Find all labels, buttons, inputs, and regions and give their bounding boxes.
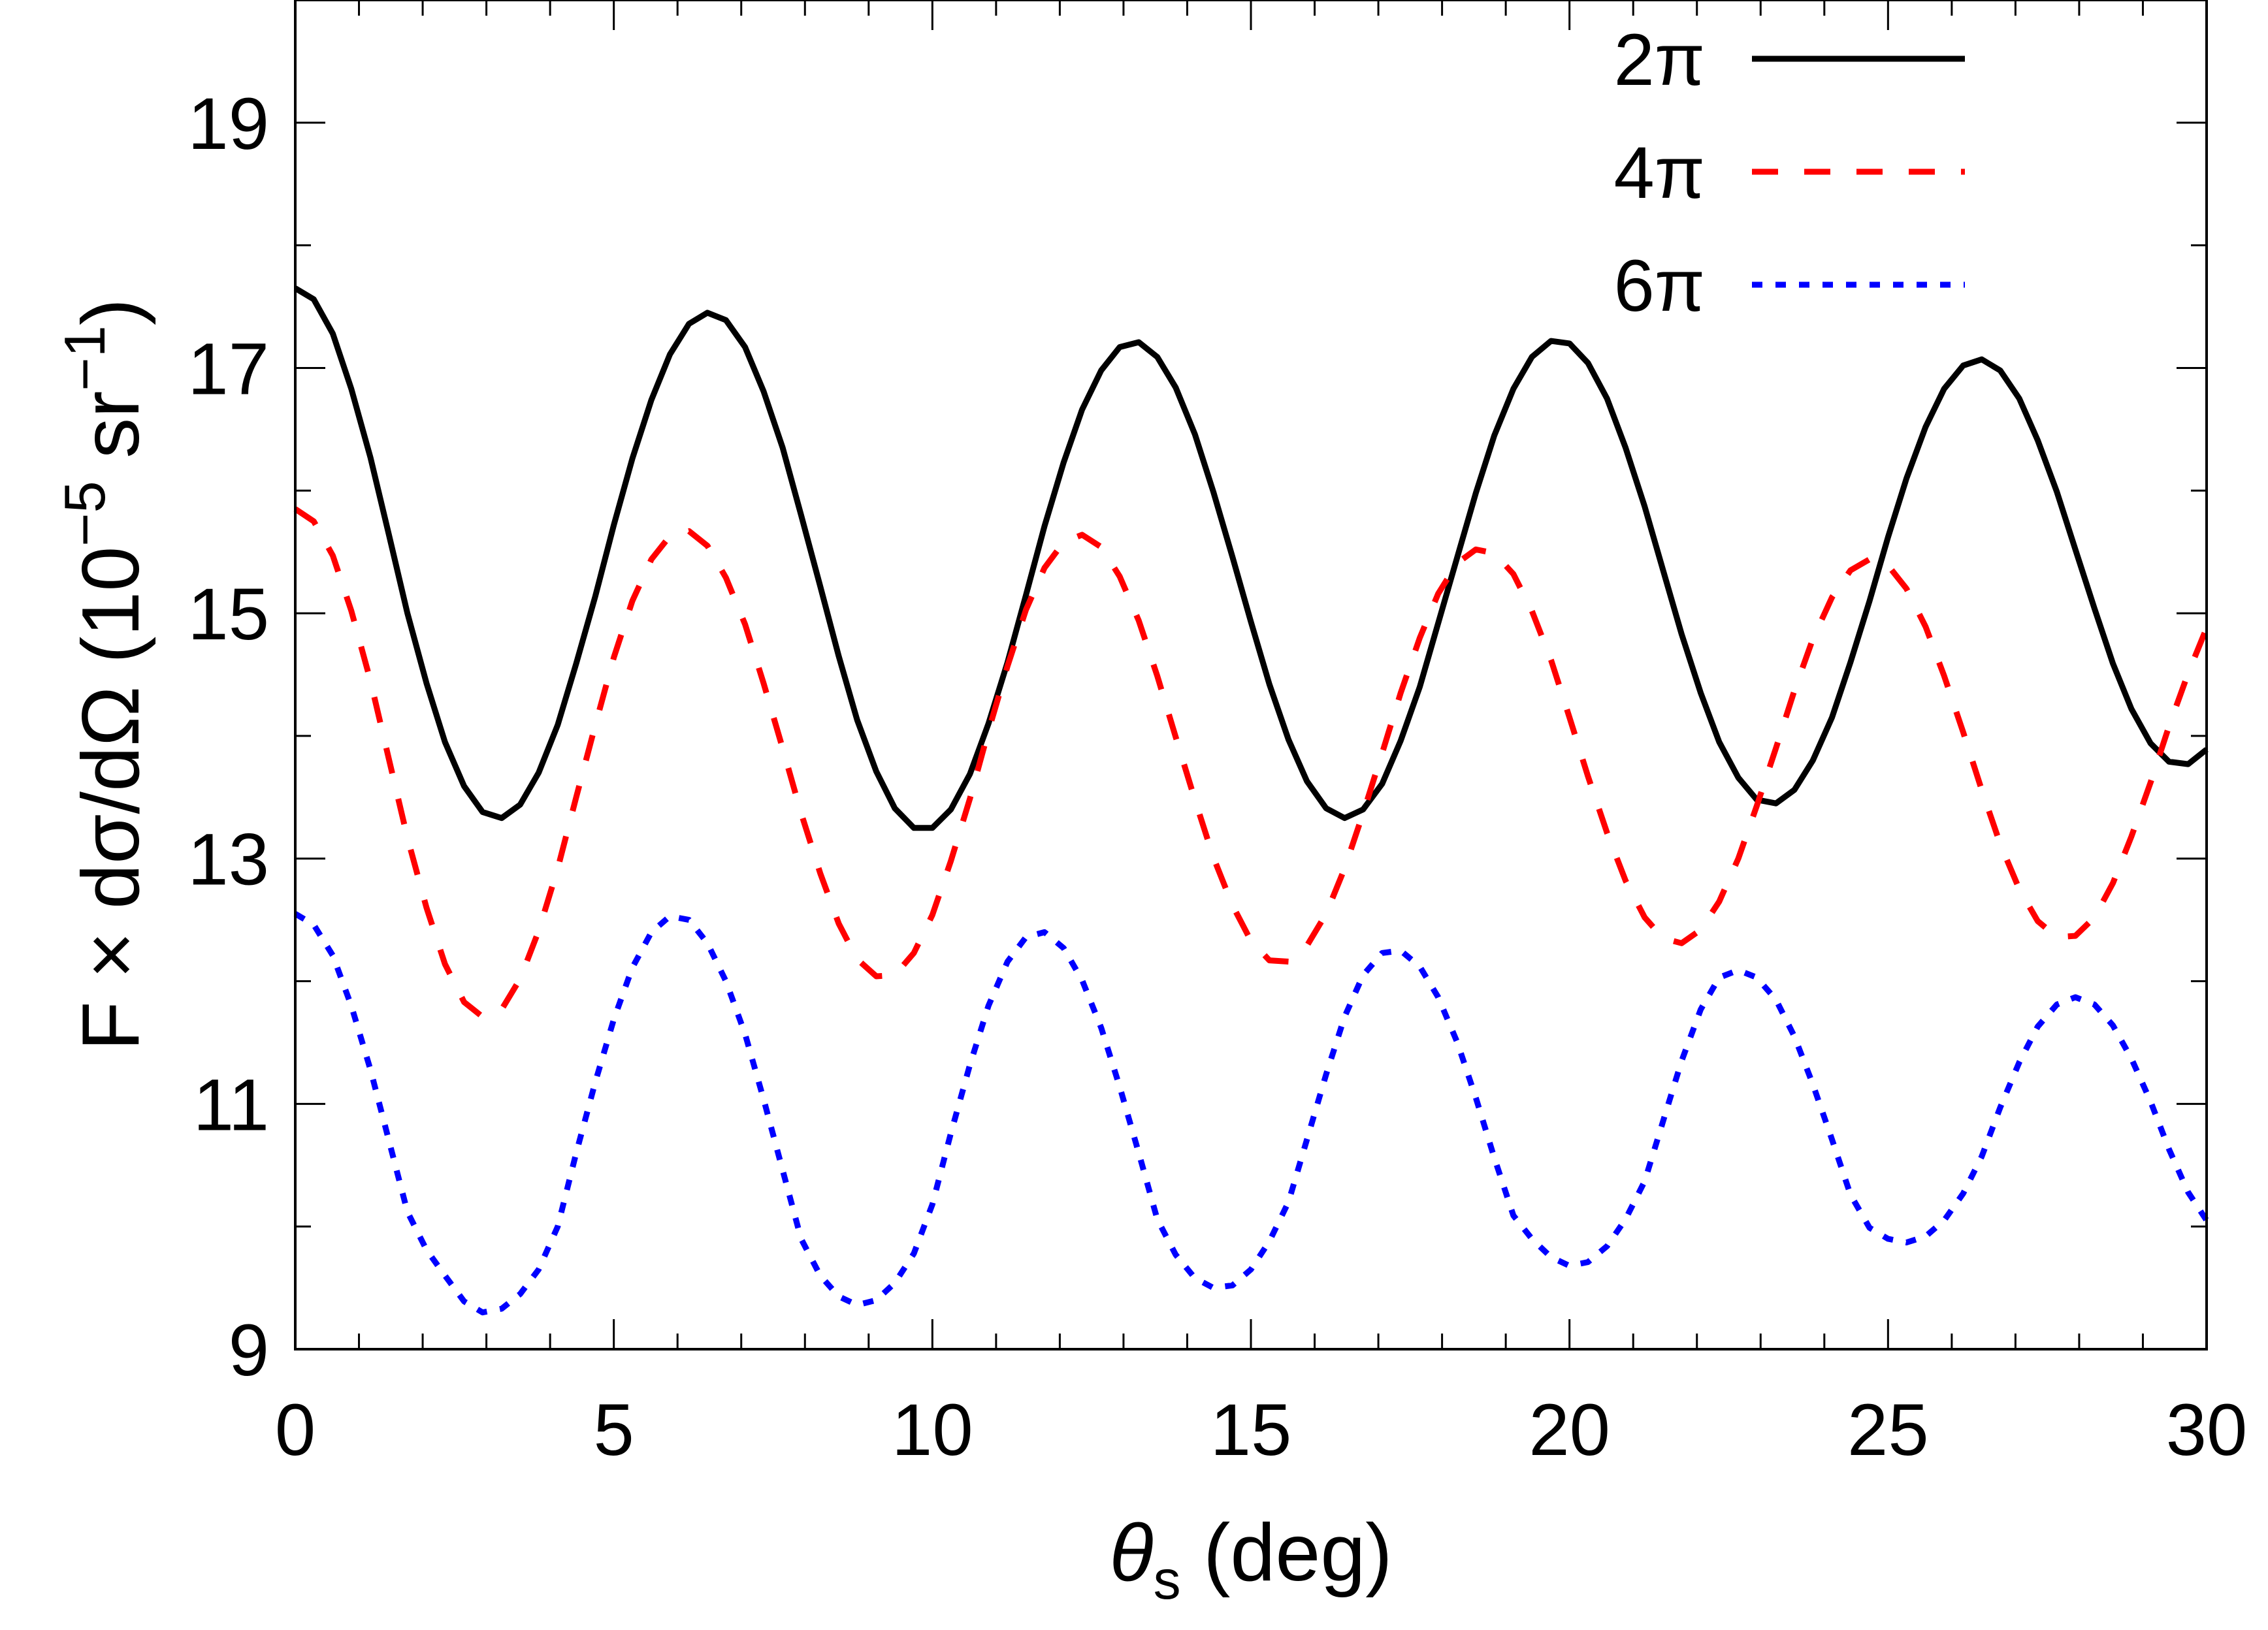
x-tick-label: 20 <box>1529 1389 1610 1471</box>
x-tick-label: 30 <box>2166 1389 2248 1471</box>
y-tick-label: 11 <box>193 1064 269 1145</box>
y-axis-title: F × dσ/dΩ (10−5 sr−1) <box>52 298 156 1051</box>
plot-frame <box>294 0 2208 1350</box>
x-tick-label: 25 <box>1847 1389 1929 1471</box>
legend-label: 2π <box>1613 19 1705 101</box>
series-layer <box>293 285 2210 1316</box>
y-tick-label: 9 <box>229 1309 269 1391</box>
x-axis-title: θs (deg) <box>1109 1508 1392 1610</box>
legend-label: 6π <box>1613 245 1705 327</box>
tick-labels: 0 5 10 15 20 25 30 9 11 13 15 17 19 <box>187 83 2247 1471</box>
x-tick-label: 5 <box>594 1389 634 1471</box>
series-line-3 <box>293 911 2209 1316</box>
x-tick-label: 10 <box>892 1389 973 1471</box>
x-tick-label: 15 <box>1210 1389 1292 1471</box>
y-tick-label: 13 <box>187 819 269 901</box>
x-tick-label: 0 <box>275 1389 316 1471</box>
series-line-1 <box>293 285 2209 831</box>
y-tick-label: 19 <box>187 83 269 165</box>
y-tick-label: 15 <box>187 573 269 655</box>
legend-label: 4π <box>1613 132 1705 214</box>
axis-ticks <box>294 0 2208 1350</box>
series-line-2 <box>293 506 2210 1020</box>
legend: 2π 4π 6π <box>1613 19 1965 327</box>
y-tick-label: 17 <box>187 328 269 409</box>
